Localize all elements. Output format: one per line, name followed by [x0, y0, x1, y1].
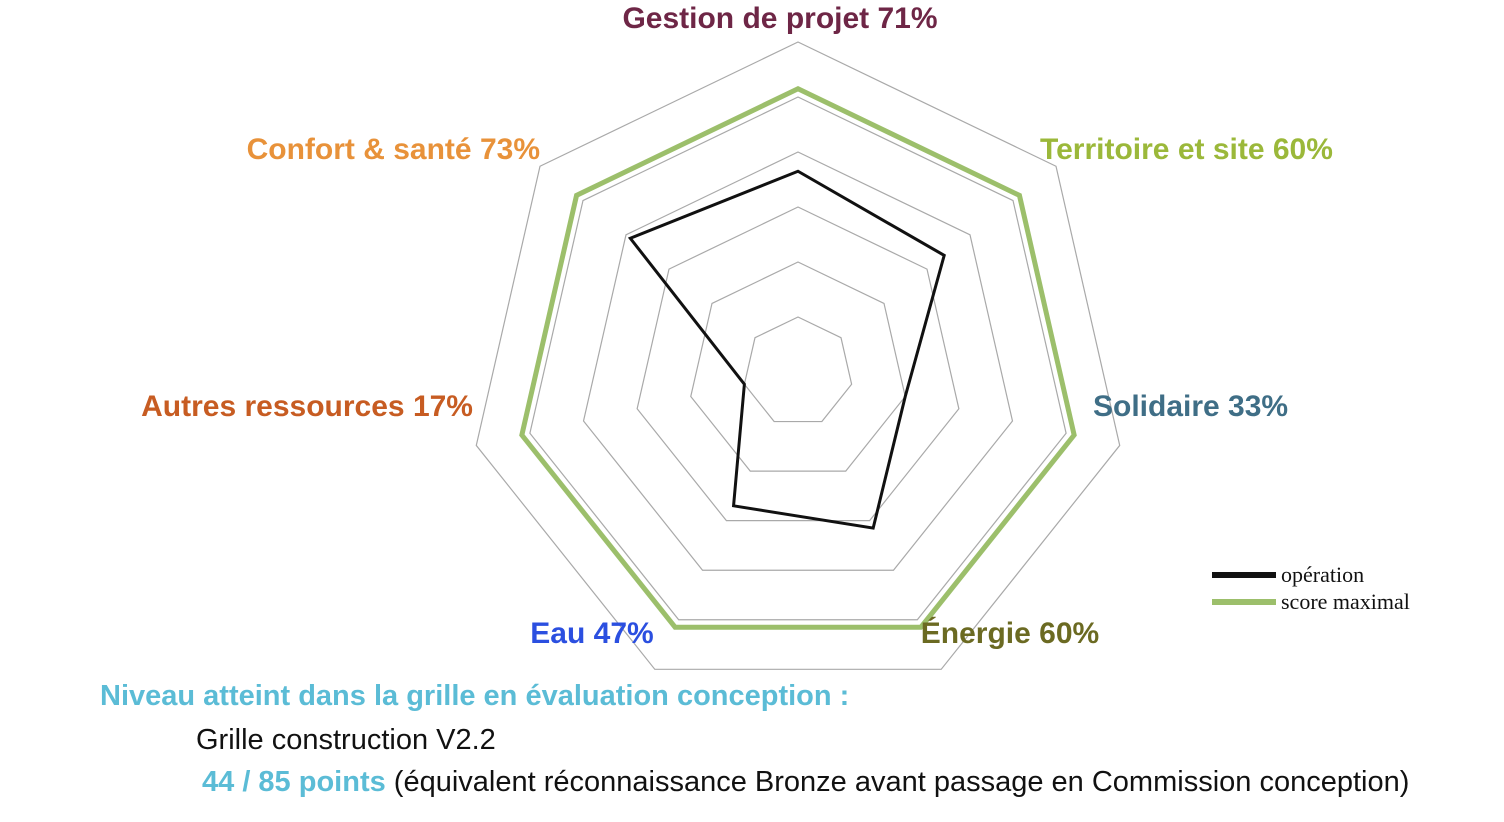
grid-ring-4 [582, 151, 1014, 571]
axis-label-7: Confort & santé 73% [247, 133, 540, 166]
axis-label-3: Solidaire 33% [1093, 390, 1288, 423]
axis-label-1: Gestion de projet 71% [622, 2, 937, 35]
axis-label-4: Énergie 60% [921, 616, 1099, 650]
axis-label-5: Eau 47% [530, 617, 653, 650]
legend-label-1: opération [1281, 562, 1364, 587]
grid-ring-2 [690, 261, 906, 472]
series-op-ration [627, 169, 946, 530]
radar-series [519, 85, 1077, 630]
grid-ring-1 [743, 316, 853, 423]
axis-labels: Gestion de projet 71% Territoire et site … [141, 2, 1333, 650]
grid-ring-5 [529, 96, 1067, 621]
grid-ring-6 [475, 41, 1121, 670]
axis-label-6: Autres ressources 17% [141, 390, 473, 423]
grid-ring-3 [636, 206, 960, 522]
axis-label-2: Territoire et site 60% [1040, 133, 1333, 166]
series-score-maximal [519, 85, 1077, 630]
legend-label-2: score maximal [1281, 589, 1410, 614]
radar-grid [475, 41, 1121, 670]
